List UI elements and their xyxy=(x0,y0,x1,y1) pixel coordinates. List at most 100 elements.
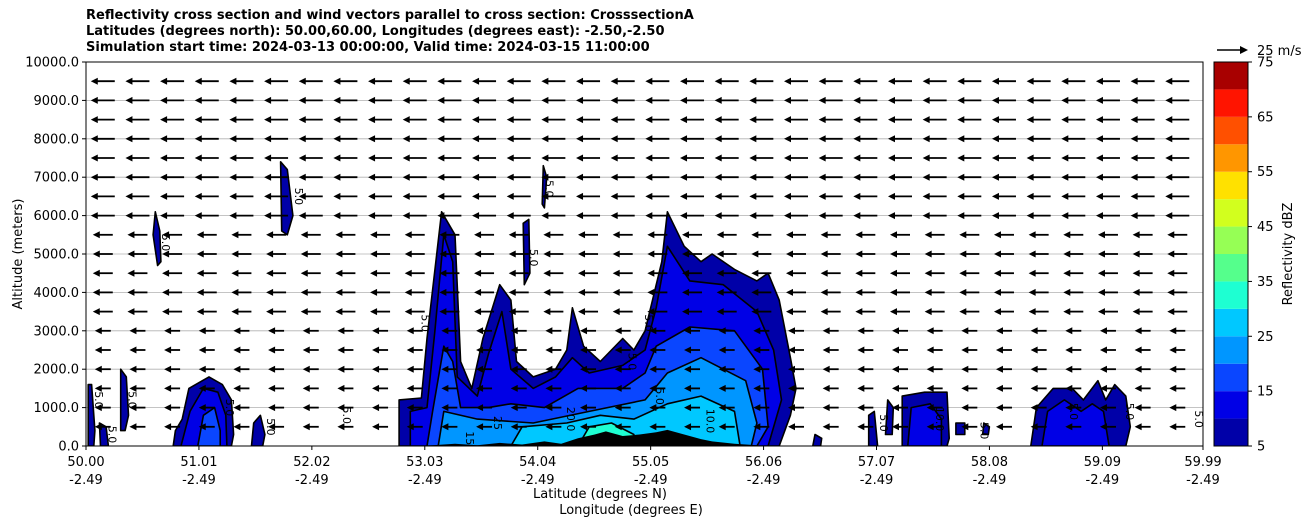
wind-arrow-icon xyxy=(1132,308,1153,316)
x-tick-label-lat: 52.02 xyxy=(293,455,330,470)
wind-arrow-icon xyxy=(614,346,631,354)
wind-arrow-icon xyxy=(372,423,389,431)
wind-arrow-icon xyxy=(404,308,425,316)
wind-arrow-icon xyxy=(474,288,495,296)
wind-arrow-icon xyxy=(649,365,666,373)
quiver-key-arrowhead-icon xyxy=(1240,46,1248,54)
wind-arrow-icon xyxy=(576,192,601,200)
x-tick-label-lat: 55.05 xyxy=(632,455,669,470)
wind-arrow-icon xyxy=(751,269,772,277)
wind-arrow-icon xyxy=(402,212,427,220)
wind-arrow-icon xyxy=(922,96,947,104)
wind-arrow-icon xyxy=(580,346,597,354)
contour-label: 5.0 xyxy=(542,180,555,198)
wind-arrow-icon xyxy=(437,116,462,124)
wind-arrow-icon xyxy=(995,365,1012,373)
wind-arrow-icon xyxy=(545,365,562,373)
wind-arrow-icon xyxy=(751,308,772,316)
wind-arrow-icon xyxy=(576,154,601,162)
wind-arrow-icon xyxy=(164,346,181,354)
wind-arrow-icon xyxy=(194,135,219,143)
wind-arrow-icon xyxy=(649,327,666,335)
wind-arrow-icon xyxy=(614,365,631,373)
wind-arrow-icon xyxy=(922,192,947,200)
wind-arrow-icon xyxy=(1061,77,1086,85)
wind-arrow-icon xyxy=(818,96,843,104)
wind-arrow-icon xyxy=(578,269,599,277)
colorbar-tick-label: 45 xyxy=(1257,220,1274,235)
wind-arrow-icon xyxy=(1028,250,1049,258)
wind-arrow-icon xyxy=(749,212,774,220)
wind-arrow-icon xyxy=(90,154,115,162)
wind-arrow-icon xyxy=(995,327,1012,335)
wind-arrow-icon xyxy=(437,77,462,85)
wind-arrow-icon xyxy=(993,250,1014,258)
wind-arrow-icon xyxy=(610,116,635,124)
wind-arrow-icon xyxy=(506,192,531,200)
wind-arrow-icon xyxy=(476,384,493,392)
wind-arrow-icon xyxy=(368,212,393,220)
wind-arrow-icon xyxy=(889,308,910,316)
wind-arrow-icon xyxy=(610,135,635,143)
wind-arrow-icon xyxy=(1030,423,1047,431)
wind-arrow-icon xyxy=(1063,288,1084,296)
wind-arrow-icon xyxy=(437,173,462,181)
wind-arrow-icon xyxy=(233,384,250,392)
wind-arrow-icon xyxy=(127,231,148,239)
wind-arrow-icon xyxy=(476,327,493,335)
wind-arrow-icon xyxy=(887,192,912,200)
wind-arrow-icon xyxy=(541,116,566,124)
title-line-3: Simulation start time: 2024-03-13 00:00:… xyxy=(86,40,650,55)
wind-arrow-icon xyxy=(714,116,739,124)
wind-arrow-icon xyxy=(820,308,841,316)
wind-arrow-icon xyxy=(1169,365,1186,373)
wind-arrow-icon xyxy=(404,269,425,277)
wind-arrow-icon xyxy=(1132,250,1153,258)
wind-arrow-icon xyxy=(298,96,323,104)
title-line-1: Reflectivity cross section and wind vect… xyxy=(86,8,694,23)
wind-arrow-icon xyxy=(370,231,391,239)
wind-arrow-icon xyxy=(129,423,146,431)
wind-arrow-icon xyxy=(302,346,319,354)
wind-arrow-icon xyxy=(231,269,252,277)
wind-arrow-icon xyxy=(645,96,670,104)
wind-arrow-icon xyxy=(959,288,980,296)
wind-arrow-icon xyxy=(337,365,354,373)
wind-arrow-icon xyxy=(198,346,215,354)
wind-arrow-icon xyxy=(784,116,809,124)
terrain xyxy=(421,429,757,446)
wind-arrow-icon xyxy=(441,327,458,335)
x-tick-label-lat: 53.03 xyxy=(406,455,443,470)
wind-arrow-icon xyxy=(1097,269,1118,277)
wind-arrow-icon xyxy=(1097,288,1118,296)
wind-arrow-icon xyxy=(1165,116,1190,124)
wind-arrow-icon xyxy=(510,327,527,335)
wind-arrow-icon xyxy=(302,404,319,412)
contour-label: 5.0 xyxy=(653,387,666,405)
wind-arrow-icon xyxy=(125,116,150,124)
wind-arrow-icon xyxy=(959,250,980,258)
wind-arrow-icon xyxy=(718,384,735,392)
wind-arrow-icon xyxy=(541,96,566,104)
wind-arrow-icon xyxy=(266,269,287,277)
wind-arrow-icon xyxy=(162,231,183,239)
wind-arrow-icon xyxy=(716,231,737,239)
wind-arrow-icon xyxy=(1165,135,1190,143)
wind-arrow-icon xyxy=(1063,269,1084,277)
wind-arrow-icon xyxy=(125,192,150,200)
wind-arrow-icon xyxy=(510,423,527,431)
wind-arrow-icon xyxy=(682,231,703,239)
x-tick-label-lat: 57.07 xyxy=(858,455,895,470)
wind-arrow-icon xyxy=(682,269,703,277)
wind-arrow-icon xyxy=(1130,116,1155,124)
wind-arrow-icon xyxy=(612,269,633,277)
wind-arrow-icon xyxy=(194,96,219,104)
wind-arrow-icon xyxy=(160,77,185,85)
wind-arrow-icon xyxy=(333,116,358,124)
wind-arrow-icon xyxy=(957,173,982,181)
wind-arrow-icon xyxy=(788,365,805,373)
wind-arrow-icon xyxy=(476,404,493,412)
wind-arrow-icon xyxy=(991,154,1016,162)
wind-arrow-icon xyxy=(922,77,947,85)
wind-arrow-icon xyxy=(957,116,982,124)
